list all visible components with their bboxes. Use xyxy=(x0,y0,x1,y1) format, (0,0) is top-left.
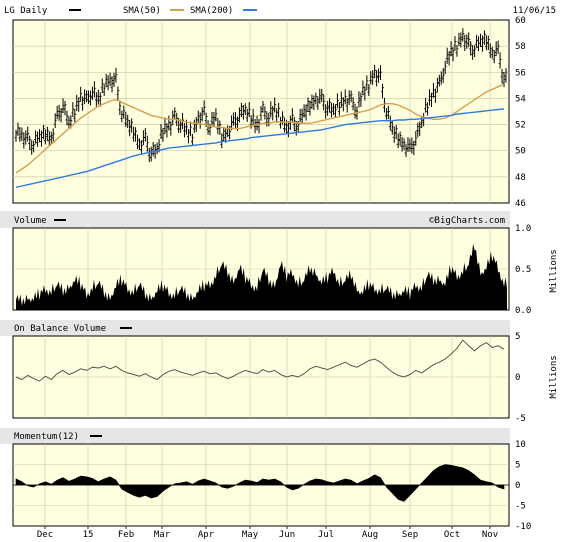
x-axis-label-6: Jun xyxy=(279,530,295,540)
volume-panel: 1.0 0.5 0.0 Millions xyxy=(12,224,559,316)
momentum-header-bar xyxy=(0,428,510,444)
obv-y-axis: 5 0 -5 xyxy=(515,332,526,424)
price-plot xyxy=(14,28,508,188)
x-axis-label-11: Nov xyxy=(482,530,498,540)
volume-unit-label: Millions xyxy=(549,249,559,292)
volume-plot xyxy=(16,243,507,310)
price-ytick-label-4: 52 xyxy=(515,121,526,131)
momentum-ytick-label-4: -10 xyxy=(515,522,531,532)
momentum-ytick-label-3: -5 xyxy=(515,502,526,512)
momentum-plot xyxy=(13,464,509,502)
x-axis-label-5: May xyxy=(242,530,259,540)
volume-ytick-label-2: 0.0 xyxy=(515,306,531,316)
sma50-line xyxy=(15,83,505,174)
price-title: LG Daily xyxy=(4,6,48,16)
momentum-y-axis: 10 5 0 -5 -10 xyxy=(515,440,531,532)
x-axis: Dec 15 Feb Mar Apr May Jun Jul Aug Sep Oct Nov xyxy=(37,526,498,540)
x-axis-label-2: Feb xyxy=(118,530,134,540)
price-ytick-label-5: 50 xyxy=(515,147,526,157)
obv-ytick-label-1: 0 xyxy=(515,373,520,383)
x-axis-label-8: Aug xyxy=(362,530,378,540)
volume-ytick-label-0: 1.0 xyxy=(515,224,531,234)
volume-ytick-label-1: 0.5 xyxy=(515,265,531,275)
x-axis-label-10: Oct xyxy=(444,530,460,540)
watermark: ©BigCharts.com xyxy=(429,216,505,226)
sma200-legend-label: SMA(200) xyxy=(190,6,233,16)
obv-line xyxy=(15,339,505,382)
x-axis-label-0: Dec xyxy=(37,530,53,540)
price-y-axis: 60 58 56 54 52 50 48 46 xyxy=(515,16,526,209)
price-ytick-label-7: 46 xyxy=(515,199,526,209)
price-ytick-label-0: 60 xyxy=(515,16,526,26)
volume-header-bar xyxy=(0,211,510,228)
obv-ytick-label-2: -5 xyxy=(515,414,526,424)
obv-title: On Balance Volume xyxy=(14,324,106,334)
momentum-title: Momentum(12) xyxy=(14,432,79,442)
x-axis-label-3: Mar xyxy=(154,530,171,540)
obv-ytick-label-0: 5 xyxy=(515,332,520,342)
obv-header-bar xyxy=(0,320,510,336)
chart-date: 11/06/15 xyxy=(513,6,556,16)
momentum-ytick-label-1: 5 xyxy=(515,461,520,471)
volume-title: Volume xyxy=(14,216,47,226)
sma200-line xyxy=(15,108,505,188)
x-axis-label-1: 15 xyxy=(83,530,94,540)
sma50-legend-label: SMA(50) xyxy=(123,6,161,16)
price-grid xyxy=(13,20,509,203)
price-ytick-label-2: 56 xyxy=(515,68,526,78)
obv-grid xyxy=(13,336,509,418)
price-ytick-label-1: 58 xyxy=(515,42,526,52)
obv-unit-label: Millions xyxy=(549,355,559,398)
x-axis-label-4: Apr xyxy=(198,530,215,540)
volume-y-axis: 1.0 0.5 0.0 xyxy=(515,224,531,316)
obv-panel: 5 0 -5 Millions xyxy=(12,332,559,424)
price-panel: LG Daily SMA(50) SMA(200) 11/06/15 60 58 5… xyxy=(0,0,556,209)
momentum-panel: 10 5 0 -5 -10 xyxy=(12,440,531,532)
momentum-ytick-label-2: 0 xyxy=(515,481,520,491)
price-ytick-label-3: 54 xyxy=(515,94,526,104)
momentum-ytick-label-0: 10 xyxy=(515,440,526,450)
x-axis-label-7: Jul xyxy=(318,530,334,540)
volume-area xyxy=(16,243,507,310)
momentum-area xyxy=(15,464,505,502)
price-ytick-label-6: 48 xyxy=(515,173,526,183)
obv-plot xyxy=(15,339,505,382)
x-axis-label-9: Sep xyxy=(402,530,418,540)
